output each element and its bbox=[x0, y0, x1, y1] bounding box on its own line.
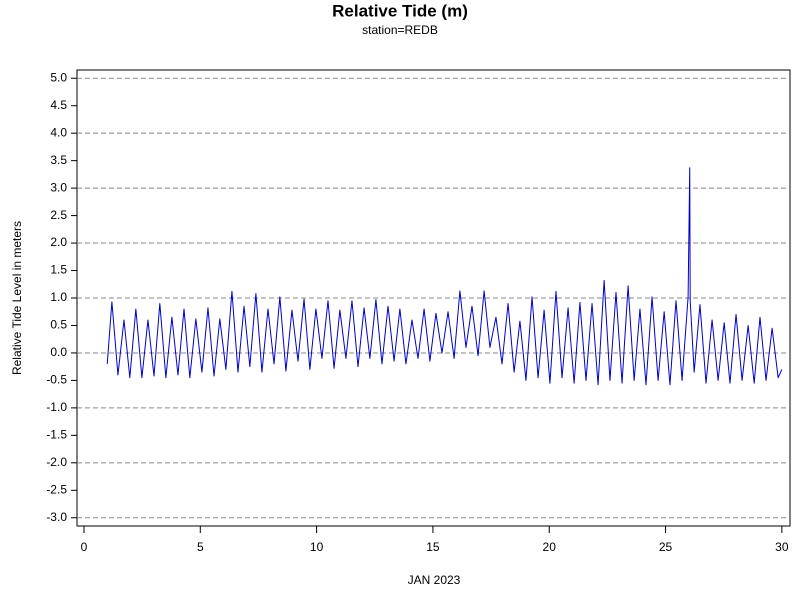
x-axis-label: JAN 2023 bbox=[408, 573, 461, 587]
x-tick-label: 30 bbox=[775, 540, 789, 554]
x-tick-label: 25 bbox=[659, 540, 673, 554]
y-tick-label: -2.0 bbox=[46, 455, 67, 469]
y-tick-label: 1.0 bbox=[50, 290, 67, 304]
x-tick-label: 10 bbox=[310, 540, 324, 554]
x-tick-label: 5 bbox=[197, 540, 204, 554]
y-tick-label: -2.5 bbox=[46, 482, 67, 496]
chart-title: Relative Tide (m) bbox=[332, 1, 468, 20]
y-tick-label: -3.0 bbox=[46, 510, 67, 524]
x-tick-label: 0 bbox=[81, 540, 88, 554]
y-tick-label: 1.5 bbox=[50, 263, 67, 277]
y-tick-label: -1.0 bbox=[46, 400, 67, 414]
y-tick-label: 0.5 bbox=[50, 318, 67, 332]
y-tick-label: 4.0 bbox=[50, 125, 67, 139]
x-tick-label: 15 bbox=[426, 540, 440, 554]
chart-subtitle: station=REDB bbox=[362, 23, 438, 37]
x-tick-label: 20 bbox=[543, 540, 557, 554]
y-tick-label: -0.5 bbox=[46, 373, 67, 387]
y-tick-label: 5.0 bbox=[50, 70, 67, 84]
y-tick-label: 4.5 bbox=[50, 98, 67, 112]
y-tick-label: 3.0 bbox=[50, 180, 67, 194]
y-tick-label: 2.0 bbox=[50, 235, 67, 249]
y-tick-label: -1.5 bbox=[46, 428, 67, 442]
tide-line bbox=[106, 167, 783, 386]
y-tick-label: 3.5 bbox=[50, 153, 67, 167]
y-tick-label: 2.5 bbox=[50, 208, 67, 222]
y-tick-label: 0.0 bbox=[50, 345, 67, 359]
y-axis-label: Relative Tide Level in meters bbox=[10, 221, 24, 375]
